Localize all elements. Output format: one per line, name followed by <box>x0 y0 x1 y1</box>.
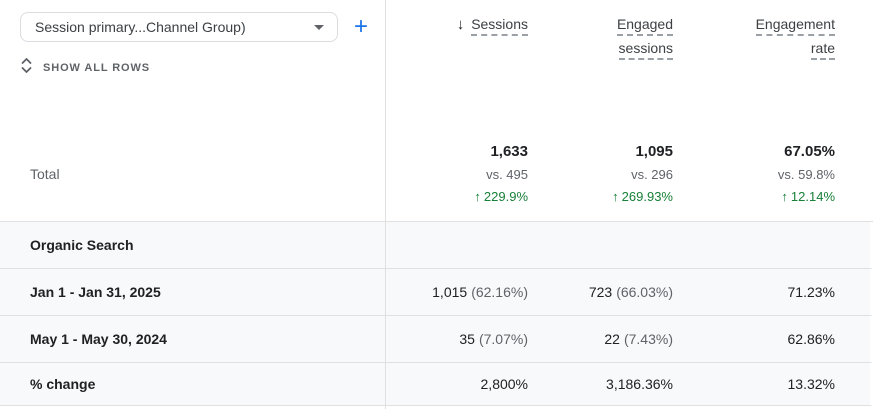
cell-sessions: 2,800% <box>480 376 528 392</box>
row-label: May 1 - May 30, 2024 <box>30 331 167 347</box>
total-engagement-rate-comparison: vs. 59.8% <box>777 167 835 182</box>
total-row-label: Total <box>30 165 60 182</box>
plus-icon: + <box>353 13 368 40</box>
unfold-more-icon <box>20 57 33 79</box>
chevron-down-icon <box>314 24 324 30</box>
total-engaged-sessions-change-value: 269.93% <box>621 189 673 204</box>
arrow-up-icon: ↑ <box>612 189 619 204</box>
column-header-engaged-line2: sessions <box>618 40 673 60</box>
cell-engaged-sessions: 22 (7.43%) <box>604 331 673 347</box>
total-engagement-rate-change-value: 12.14% <box>790 189 835 204</box>
show-all-rows-label: SHOW ALL ROWS <box>43 62 151 74</box>
cell-engaged-sessions: 3,186.36% <box>606 376 673 392</box>
total-engaged-sessions-comparison: vs. 296 <box>631 167 673 182</box>
table-row-date-range-1: Jan 1 - Jan 31, 2025 1,015 (62.16%) 723 (6… <box>0 269 873 316</box>
column-header-sessions-label: Sessions <box>471 16 528 36</box>
total-engaged-sessions-value: 1,095 <box>635 143 673 160</box>
table-controls: Session primary...Channel Group) + SHOW … <box>0 0 385 100</box>
arrow-up-icon: ↑ <box>474 189 481 204</box>
total-sessions-change: ↑ 229.9% <box>385 189 528 204</box>
total-engagement-rate-metric: 67.05% vs. 59.8% ↑ 12.14% <box>673 143 835 204</box>
total-sessions-change-value: 229.9% <box>483 189 528 204</box>
row-label: % change <box>30 376 96 392</box>
cell-engagement-rate: 62.86% <box>787 331 835 347</box>
total-engaged-sessions-metric: 1,095 vs. 296 ↑ 269.93% <box>528 143 673 204</box>
total-engagement-rate-value: 67.05% <box>784 143 835 160</box>
table-header-area: Session primary...Channel Group) + SHOW … <box>0 0 873 100</box>
show-all-rows-button[interactable]: SHOW ALL ROWS <box>20 57 385 79</box>
dimension-selector-dropdown[interactable]: Session primary...Channel Group) <box>20 12 338 42</box>
cell-sessions: 35 (7.07%) <box>459 331 528 347</box>
column-header-sessions[interactable]: ↓ Sessions <box>385 0 528 100</box>
table-row-date-range-2: May 1 - May 30, 2024 35 (7.07%) 22 (7.43%)… <box>0 316 873 363</box>
table-row-percent-change: % change 2,800% 3,186.36% 13.32% <box>0 363 873 406</box>
table-row-organic-search: Organic Search <box>0 222 873 269</box>
column-header-engagement-line2: rate <box>810 40 835 60</box>
cell-engaged-sessions: 723 (66.03%) <box>588 284 673 300</box>
column-header-engaged-sessions[interactable]: Engaged sessions <box>528 0 673 100</box>
total-row: Total 1,633 vs. 495 ↑ 229.9% 1,095 vs. 29… <box>0 100 873 222</box>
row-label: Jan 1 - Jan 31, 2025 <box>30 284 161 300</box>
cell-engagement-rate: 71.23% <box>787 284 835 300</box>
cell-engagement-rate: 13.32% <box>787 376 835 392</box>
column-header-engagement-line1: Engagement <box>755 16 835 36</box>
total-sessions-metric: 1,633 vs. 495 ↑ 229.9% <box>385 143 528 204</box>
total-sessions-comparison: vs. 495 <box>486 167 528 182</box>
column-header-engagement-rate[interactable]: Engagement rate <box>673 0 835 100</box>
add-dimension-button[interactable]: + <box>348 14 374 40</box>
total-engaged-sessions-change: ↑ 269.93% <box>528 189 673 204</box>
arrow-up-icon: ↑ <box>781 189 788 204</box>
total-engagement-rate-change: ↑ 12.14% <box>673 189 835 204</box>
row-label: Organic Search <box>30 237 134 253</box>
total-sessions-value: 1,633 <box>490 143 528 160</box>
cell-sessions: 1,015 (62.16%) <box>432 284 528 300</box>
sort-descending-icon: ↓ <box>456 16 465 33</box>
dimension-selector-value: Session primary...Channel Group) <box>35 19 246 35</box>
column-divider <box>385 0 386 409</box>
column-header-engaged-line1: Engaged <box>616 16 673 36</box>
